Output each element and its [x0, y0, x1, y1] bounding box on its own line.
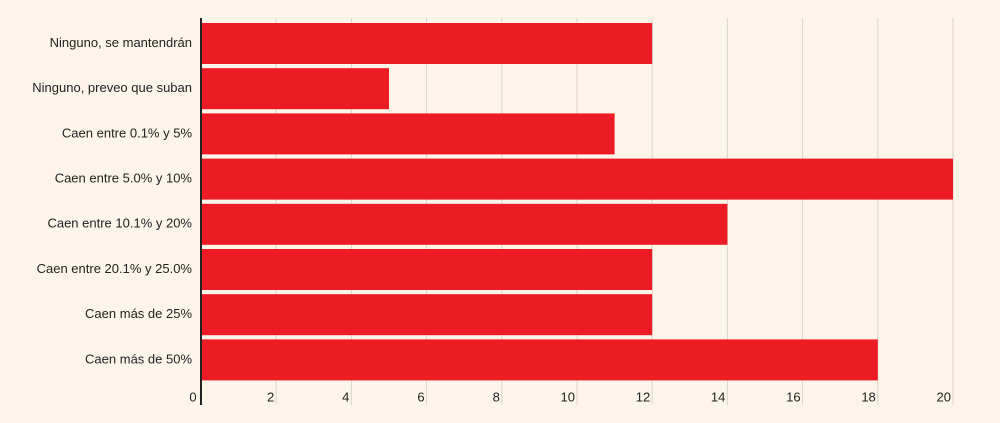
- x-tick-label: 16: [786, 389, 800, 404]
- bars: [201, 23, 953, 381]
- bar: [201, 23, 653, 64]
- category-label: Caen entre 0.1% y 5%: [62, 125, 193, 140]
- x-tick-label: 10: [561, 389, 575, 404]
- x-tick-labels: 0 2 4 6 8 10 12 14 16 18 20: [189, 389, 951, 404]
- bar: [201, 339, 878, 381]
- category-label: Caen entre 10.1% y 20%: [47, 216, 192, 231]
- x-tick-label: 8: [493, 389, 500, 404]
- category-label: Ninguno, se mantendrán: [50, 35, 192, 50]
- x-tick-label: 12: [636, 389, 650, 404]
- bar: [201, 113, 615, 155]
- x-tick-label: 14: [711, 389, 725, 404]
- bar: [201, 203, 728, 245]
- bar: [201, 249, 653, 290]
- category-label: Caen más de 25%: [85, 306, 192, 321]
- x-tick-label: 2: [267, 389, 274, 404]
- category-label: Caen más de 50%: [85, 351, 192, 366]
- x-tick-label: 18: [861, 389, 875, 404]
- bar: [201, 158, 953, 200]
- category-labels: Ninguno, se mantendrán Ninguno, preveo qu…: [32, 35, 192, 366]
- category-label: Caen entre 5.0% y 10%: [55, 171, 193, 186]
- category-label: Caen entre 20.1% y 25.0%: [37, 261, 193, 276]
- bar: [201, 294, 653, 336]
- category-label: Ninguno, preveo que suban: [32, 80, 192, 95]
- x-tick-label: 6: [417, 389, 424, 404]
- x-tick-label: 20: [937, 389, 951, 404]
- x-tick-label: 0: [189, 389, 196, 404]
- bar: [201, 68, 389, 110]
- x-tick-label: 4: [342, 389, 349, 404]
